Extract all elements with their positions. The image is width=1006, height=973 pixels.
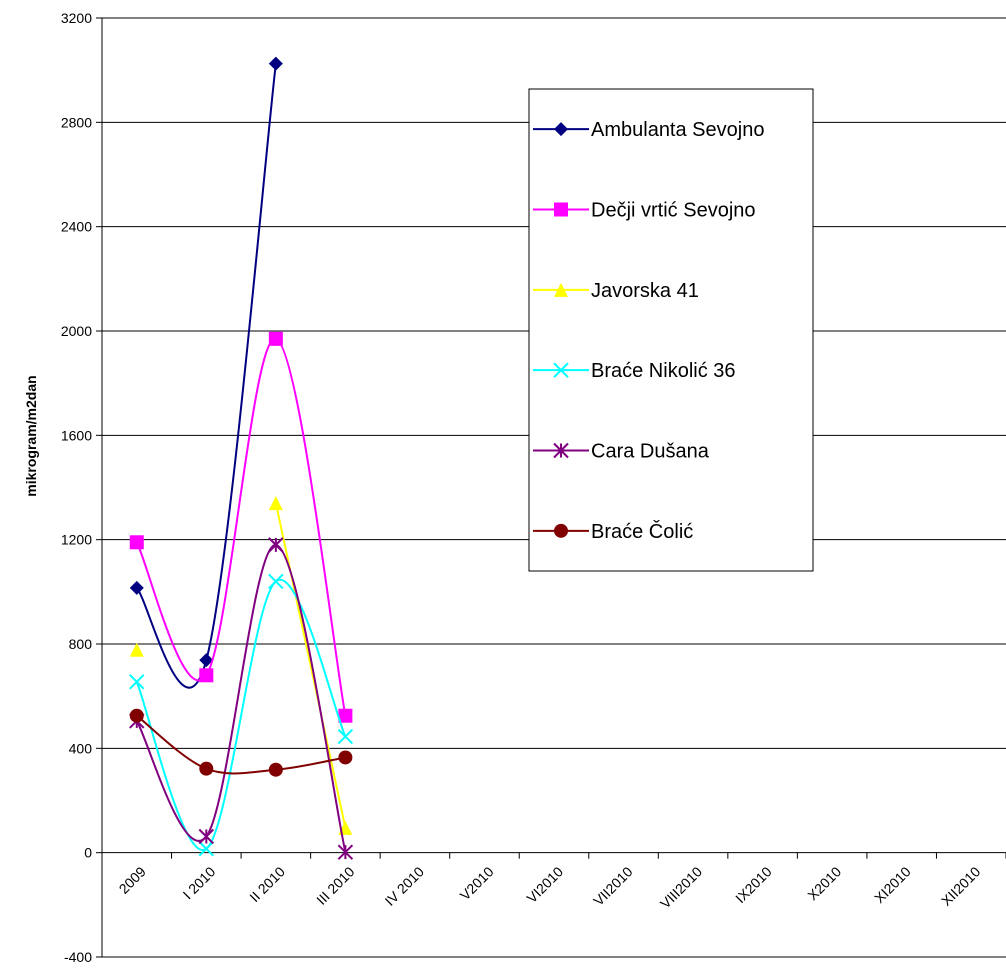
x-tick-label: X2010 bbox=[804, 863, 844, 903]
data-point bbox=[129, 642, 144, 657]
legend-label: Cara Dušana bbox=[591, 441, 710, 463]
series-line bbox=[135, 63, 277, 689]
legend-label: Javorska 41 bbox=[591, 280, 699, 302]
legend: Ambulanta Sevojno Dečji vrtić Sevojno Javo… bbox=[528, 88, 814, 572]
marker-stroke bbox=[337, 728, 354, 745]
series-line bbox=[135, 543, 347, 853]
x-tick-label: VIII2010 bbox=[657, 863, 705, 911]
legend-marker bbox=[554, 282, 568, 297]
legend-marker bbox=[554, 202, 568, 217]
series-line bbox=[274, 502, 347, 829]
x-tick-label: IX2010 bbox=[732, 863, 775, 906]
x-tick-label: VI2010 bbox=[523, 863, 566, 906]
data-point bbox=[338, 750, 353, 765]
legend-marker bbox=[554, 523, 568, 538]
series-line bbox=[136, 714, 346, 775]
x-tick-label: 2009 bbox=[116, 863, 149, 896]
data-point bbox=[199, 668, 214, 683]
x-tick-label: VII2010 bbox=[590, 863, 636, 909]
y-tick-label: -400 bbox=[64, 949, 92, 965]
legend-label: Braće Nikolić 36 bbox=[591, 360, 736, 382]
x-tick-label: I 2010 bbox=[180, 863, 219, 902]
legend-entry: Ambulanta Sevojno bbox=[533, 119, 764, 141]
series-line bbox=[135, 337, 347, 716]
data-point bbox=[268, 573, 284, 590]
legend-entry: Cara Dušana bbox=[533, 441, 710, 463]
data-point bbox=[268, 537, 284, 553]
series-line bbox=[135, 578, 347, 851]
data-point bbox=[198, 828, 215, 845]
legend-entry: Dečji vrtić Sevojno bbox=[533, 200, 756, 222]
legend-marker bbox=[554, 122, 568, 137]
legend-entry: Braće Čolić bbox=[533, 520, 693, 543]
series-lines bbox=[129, 56, 354, 860]
y-tick-label: 2400 bbox=[61, 219, 92, 235]
legend-label: Dečji vrtić Sevojno bbox=[591, 200, 756, 222]
marker-stroke bbox=[198, 841, 215, 857]
data-point bbox=[129, 708, 144, 723]
data-point bbox=[199, 653, 214, 668]
y-tick-label: 0 bbox=[84, 845, 92, 861]
y-tick-label: 1600 bbox=[61, 427, 92, 443]
series bbox=[129, 331, 353, 723]
series bbox=[129, 708, 353, 777]
marker-stroke bbox=[268, 573, 284, 590]
legend-marker bbox=[553, 442, 569, 459]
data-point bbox=[338, 708, 353, 723]
data-point bbox=[268, 331, 283, 346]
legend-entry: Braće Nikolić 36 bbox=[533, 360, 736, 382]
data-point bbox=[337, 844, 354, 860]
x-tick-label: III 2010 bbox=[313, 863, 357, 907]
marker-stroke bbox=[129, 674, 145, 690]
marker-stroke bbox=[553, 362, 569, 378]
data-point bbox=[268, 496, 283, 511]
data-point bbox=[129, 580, 144, 595]
data-point bbox=[129, 535, 144, 550]
y-tick-label: 3200 bbox=[61, 10, 92, 26]
series bbox=[129, 56, 283, 689]
series bbox=[129, 573, 354, 857]
y-tick-label: 2800 bbox=[61, 114, 92, 130]
x-tick-label: XI2010 bbox=[871, 863, 914, 906]
y-axis-label: mikrogram/m2dan bbox=[23, 375, 39, 496]
data-point bbox=[199, 761, 214, 776]
data-point bbox=[198, 841, 215, 857]
series bbox=[129, 496, 353, 835]
data-point bbox=[268, 762, 283, 777]
legend-marker bbox=[553, 362, 569, 378]
x-tick-label: V2010 bbox=[457, 863, 497, 903]
legend-label: Braće Čolić bbox=[591, 520, 693, 543]
legend-label: Ambulanta Sevojno bbox=[591, 119, 764, 141]
legend-box bbox=[528, 88, 814, 572]
data-point bbox=[129, 674, 145, 690]
data-point bbox=[337, 728, 354, 745]
x-tick-label: IV 2010 bbox=[382, 863, 428, 909]
y-tick-label: 1200 bbox=[61, 532, 92, 548]
legend-entry: Javorska 41 bbox=[533, 280, 699, 302]
x-tick-label: II 2010 bbox=[246, 863, 288, 905]
y-tick-label: 400 bbox=[69, 740, 93, 756]
y-tick-label: 800 bbox=[69, 636, 93, 652]
y-tick-label: 2000 bbox=[61, 323, 92, 339]
series bbox=[129, 537, 354, 860]
data-point bbox=[268, 56, 283, 71]
x-tick-label: XII2010 bbox=[938, 863, 984, 909]
